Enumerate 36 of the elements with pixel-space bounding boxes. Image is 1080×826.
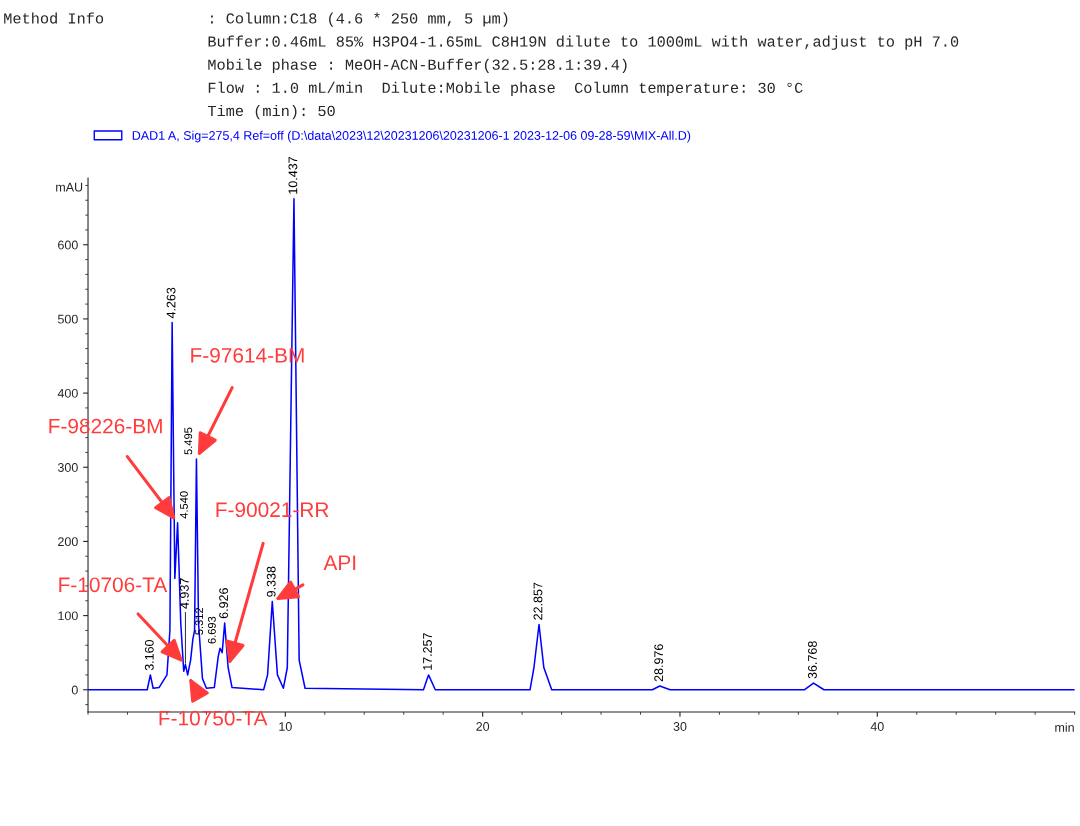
annotation: F-10750-TA — [159, 710, 268, 726]
annotation: 9.338 — [266, 566, 276, 597]
y-tick-label: 100 — [58, 611, 78, 621]
y-tick-label: 200 — [58, 537, 78, 547]
text: Time (min): 50 — [207, 104, 335, 120]
legend-label: DAD1 A, Sig=275,4 Ref=off (D:\data\2023\12\20231206\20231206-1 2023-12-06 09-28-59\MIX-All.D) — [132, 130, 691, 143]
x-axis-title: min — [1055, 722, 1074, 732]
x-tick-label: 20 — [476, 722, 490, 731]
annotation: API — [323, 555, 356, 570]
y-axis-title: mAU — [56, 182, 83, 192]
annotation: 5.495 — [184, 427, 193, 455]
annotation: 4.263 — [166, 287, 176, 319]
annotation: 4.937 — [179, 578, 189, 609]
y-tick-label: 500 — [57, 314, 78, 324]
annotation: 4.540 — [179, 491, 188, 519]
y-tick-label: 600 — [58, 240, 78, 250]
annotation: 6.693 — [207, 616, 216, 644]
annotation: 17.257 — [423, 633, 432, 670]
annotation: 36.768 — [808, 641, 817, 679]
x-tick-label: 10 — [279, 722, 292, 731]
text: Mobile phase : MeOH-ACN-Buffer(32.5:28.1:39.4) — [208, 58, 627, 73]
text: : Column:C18 (4.6 * 250 mm, 5 µm) — [211, 12, 508, 27]
annotation: 28.976 — [654, 644, 664, 682]
x-tick-label: 40 — [870, 722, 884, 731]
x-tick-label: 30 — [673, 722, 687, 731]
text: Flow : 1.0 mL/min Dilute:Mobile phase Column temperature: 30 °C — [208, 81, 803, 97]
y-tick-label: 300 — [57, 463, 78, 472]
annotation: 22.857 — [533, 582, 543, 620]
annotation: 3.160 — [144, 639, 154, 671]
annotation: 5.312 — [195, 607, 204, 635]
text: Buffer:0.46mL 85% H3PO4-1.65mL C8H19N dilute to 1000mL with water,adjust to pH 7.0 — [208, 35, 959, 50]
y-tick-label: 400 — [57, 388, 78, 398]
chart-title: Method Info — [4, 12, 104, 24]
annotation: 10.437 — [288, 157, 298, 194]
y-tick-label: 0 — [71, 685, 78, 695]
annotation: 6.926 — [219, 588, 229, 619]
